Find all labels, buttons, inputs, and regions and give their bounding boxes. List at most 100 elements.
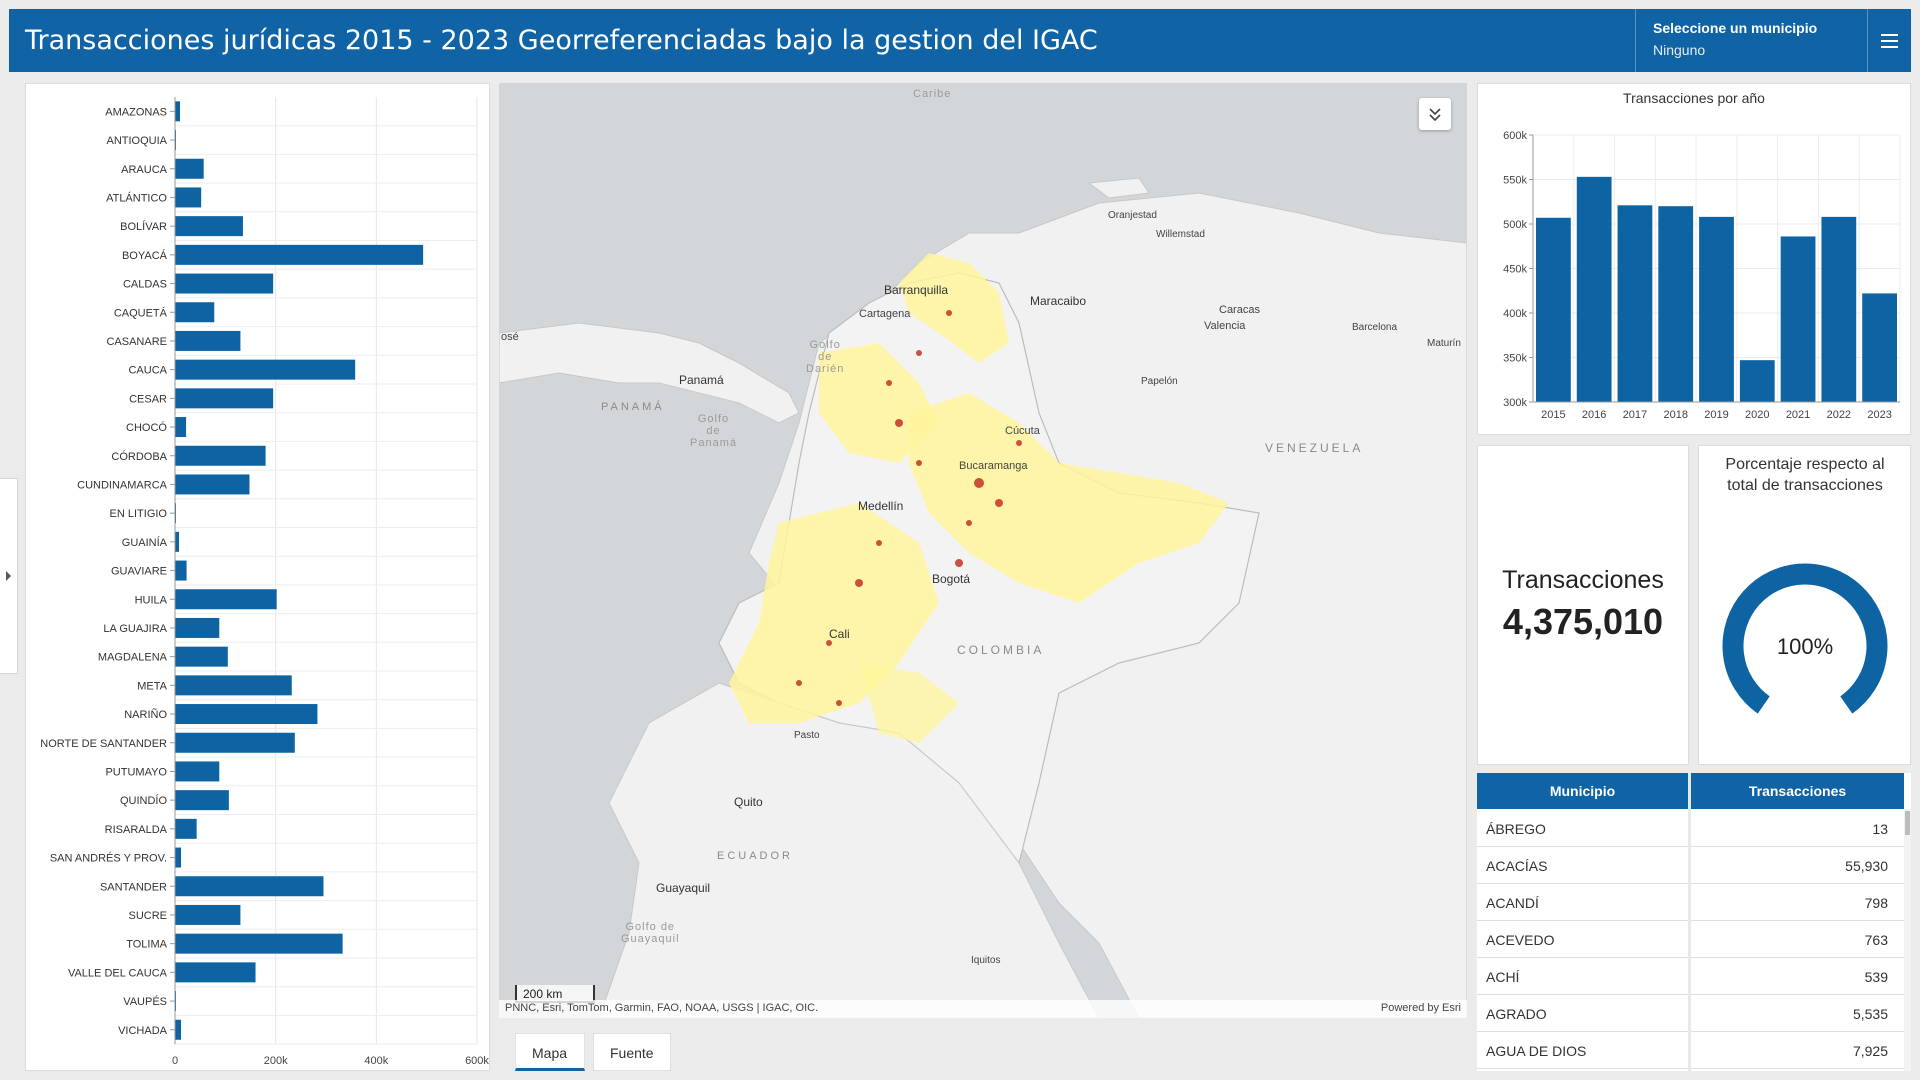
bar[interactable]: [1576, 176, 1612, 402]
x-tick-label: 2021: [1786, 409, 1810, 421]
bar[interactable]: [1699, 216, 1734, 402]
map-expand-button[interactable]: [1419, 98, 1451, 130]
category-label: CAUCA: [128, 365, 167, 377]
map-label-valencia: Valencia: [1204, 320, 1246, 332]
bar[interactable]: [1617, 205, 1653, 402]
category-label: ARAUCA: [121, 164, 168, 176]
bar[interactable]: [175, 732, 295, 753]
bar[interactable]: [175, 445, 266, 466]
kpi-value: 4,375,010: [1502, 601, 1664, 642]
map-label-golfo-darien: Golfo de Darién: [806, 339, 845, 375]
category-label: CUNDINAMARCA: [77, 479, 168, 491]
panel-toggle-arrow-icon: [6, 571, 11, 581]
map-label-ecuador: ECUADOR: [717, 850, 794, 862]
bar[interactable]: [175, 560, 187, 581]
table-row[interactable]: AGUA DE DIOS 7,925: [1477, 1032, 1904, 1069]
bar[interactable]: [175, 531, 180, 552]
category-label: RISARALDA: [105, 824, 168, 836]
bar[interactable]: [175, 388, 274, 409]
bar[interactable]: [175, 818, 197, 839]
table-scrollbar[interactable]: [1904, 809, 1911, 1071]
category-label: CASANARE: [106, 336, 167, 348]
expand-chevron-icon: [1429, 108, 1441, 122]
bar[interactable]: [175, 187, 202, 208]
tab-fuente[interactable]: Fuente: [593, 1033, 671, 1071]
hamburger-menu-icon[interactable]: [1867, 9, 1911, 72]
bar[interactable]: [175, 704, 318, 725]
bar[interactable]: [175, 273, 274, 294]
powered-by-esri[interactable]: Powered by Esri: [1380, 1002, 1461, 1014]
bar[interactable]: [175, 904, 241, 925]
category-label: CHOCÓ: [126, 421, 167, 434]
bar[interactable]: [175, 474, 250, 495]
table-cell-municipio: ACEVEDO: [1486, 932, 1555, 948]
map-label-oranjestad: Oranjestad: [1108, 210, 1157, 221]
x-tick-label: 2022: [1827, 409, 1851, 421]
bar[interactable]: [175, 847, 182, 868]
bar[interactable]: [175, 876, 324, 897]
kpi-panel: Transacciones 4,375,010: [1477, 445, 1689, 765]
bar[interactable]: [1739, 360, 1775, 402]
bar[interactable]: [175, 790, 229, 811]
table-header-transacciones[interactable]: Transacciones: [1691, 773, 1904, 809]
bar[interactable]: [175, 962, 256, 983]
y-tick-label: 300k: [1503, 397, 1527, 409]
side-panel-toggle[interactable]: [0, 478, 18, 674]
bar[interactable]: [175, 359, 356, 380]
bar[interactable]: [175, 216, 243, 237]
table-header-municipio[interactable]: Municipio: [1477, 773, 1688, 809]
category-label: META: [137, 680, 167, 692]
y-tick-label: 500k: [1503, 219, 1527, 231]
bar[interactable]: [175, 1019, 182, 1040]
bar[interactable]: [175, 330, 241, 351]
category-label: SUCRE: [128, 910, 167, 922]
bar[interactable]: [1536, 217, 1571, 402]
bar[interactable]: [175, 761, 220, 782]
y-tick-label: 450k: [1503, 264, 1527, 276]
table-cell-municipio: ACHÍ: [1486, 969, 1520, 985]
municipio-selector[interactable]: Seleccione un municipio Ninguno: [1635, 9, 1875, 72]
x-tick-label: 0: [172, 1055, 178, 1067]
bar[interactable]: [175, 675, 292, 696]
map-label-cali: Cali: [829, 627, 850, 641]
bar[interactable]: [175, 417, 187, 438]
x-tick-label: 2015: [1541, 409, 1565, 421]
bar[interactable]: [1658, 206, 1694, 402]
category-label: TOLIMA: [126, 939, 167, 951]
bar[interactable]: [175, 101, 181, 122]
map-label-barcelona: Barcelona: [1352, 322, 1398, 333]
table-scrollbar-thumb[interactable]: [1905, 811, 1910, 835]
category-label: GUAVIARE: [111, 566, 167, 578]
bar[interactable]: [175, 646, 228, 667]
bar[interactable]: [175, 933, 343, 954]
category-label: QUINDÍO: [120, 794, 168, 807]
bar[interactable]: [175, 617, 220, 638]
x-tick-label: 2023: [1867, 409, 1891, 421]
category-label: PUTUMAYO: [105, 766, 167, 778]
category-label: SAN ANDRÉS Y PROV.: [50, 852, 167, 865]
map-label-barranquilla: Barranquilla: [884, 283, 949, 297]
map-label-iquitos: Iquitos: [971, 955, 1001, 966]
bar[interactable]: [1862, 293, 1897, 402]
category-label: NORTE DE SANTANDER: [40, 738, 167, 750]
bar[interactable]: [175, 244, 424, 265]
chart-title: Transacciones por año: [1623, 90, 1765, 106]
map-view[interactable]: Caribe osé Oranjestad Willemstad Barranq…: [499, 83, 1467, 1018]
category-label: CAQUETÁ: [114, 306, 168, 319]
category-label: CALDAS: [123, 279, 167, 291]
category-label: GUAINÍA: [122, 536, 168, 549]
bar[interactable]: [175, 991, 177, 1012]
x-tick-label: 600k: [465, 1055, 489, 1067]
table-cell-transacciones: 5,535: [1852, 1006, 1888, 1022]
bar[interactable]: [175, 158, 204, 179]
bar[interactable]: [175, 302, 215, 323]
bar[interactable]: [1780, 236, 1816, 402]
map-label-colombia: COLOMBIA: [957, 643, 1045, 657]
map-label-cartagena: Cartagena: [859, 308, 911, 320]
map-label-golfo-panama: Golfo de Panamá: [690, 413, 737, 449]
category-label: VALLE DEL CAUCA: [68, 967, 168, 979]
bar[interactable]: [1821, 216, 1857, 402]
map-label-medellin: Medellín: [858, 499, 904, 513]
bar[interactable]: [175, 589, 277, 610]
tab-mapa[interactable]: Mapa: [515, 1033, 585, 1071]
